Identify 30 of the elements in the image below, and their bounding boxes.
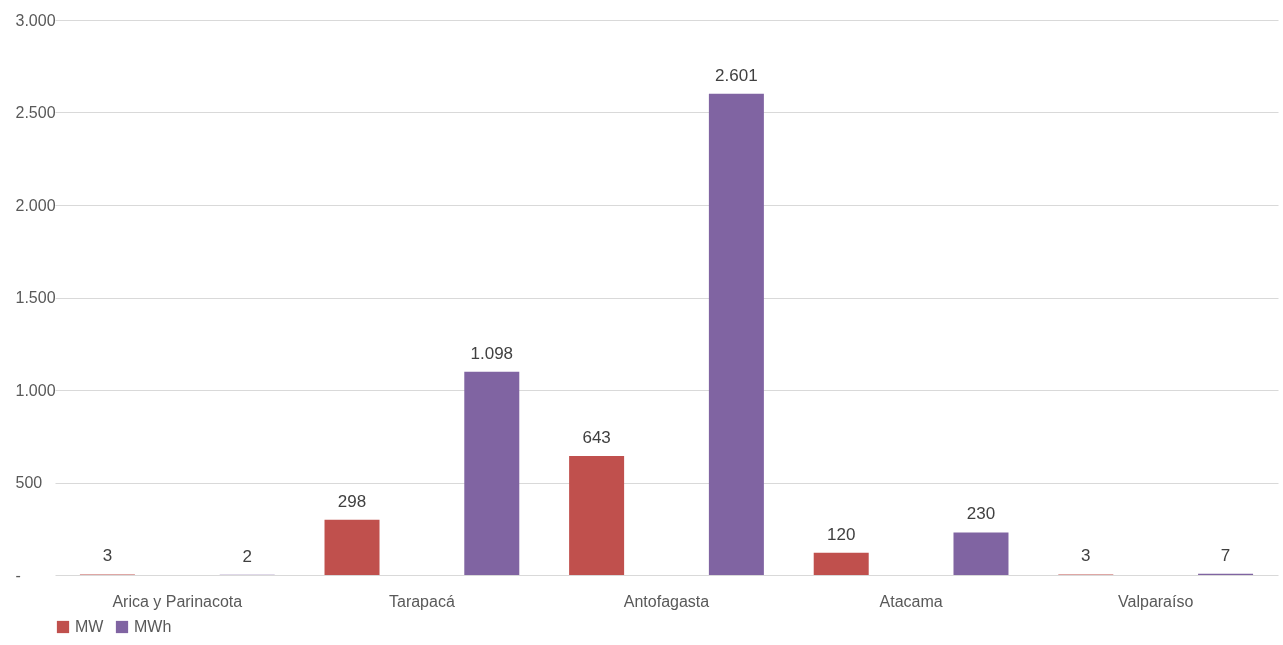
bar xyxy=(324,519,380,575)
data-label: 230 xyxy=(966,504,996,524)
legend-label: MWh xyxy=(134,618,172,635)
y-tick-label: - xyxy=(15,566,21,584)
y-tick-label: 1.500 xyxy=(15,289,56,306)
bar xyxy=(813,552,869,575)
data-label: 120 xyxy=(827,524,856,544)
y-tick-label: 3.000 xyxy=(15,11,56,29)
y-tick-label: 1.000 xyxy=(15,381,56,399)
y-tick-label: 2.000 xyxy=(15,196,56,214)
y-tick-label: 2.500 xyxy=(15,104,56,121)
x-tick-label: Tarapacá xyxy=(388,592,455,610)
y-tick-label: 500 xyxy=(15,474,43,491)
data-label: 3 xyxy=(1081,546,1091,566)
x-tick-label: Arica y Parinacota xyxy=(112,592,243,610)
data-label: 3 xyxy=(102,546,113,566)
data-label: 643 xyxy=(582,428,611,448)
data-label: 2 xyxy=(242,546,252,566)
data-label: 298 xyxy=(337,491,367,511)
data-label: 2.601 xyxy=(715,65,758,85)
bar xyxy=(708,93,764,575)
bar xyxy=(569,456,625,575)
x-tick-label: Atacama xyxy=(879,592,943,610)
bar xyxy=(464,371,520,575)
bar xyxy=(953,532,1009,575)
legend-label: MW xyxy=(75,618,105,635)
data-label: 7 xyxy=(1220,545,1231,565)
x-tick-label: Antofagasta xyxy=(623,592,710,610)
x-tick-label: Valparaíso xyxy=(1118,592,1194,610)
data-label: 1.098 xyxy=(470,343,514,363)
